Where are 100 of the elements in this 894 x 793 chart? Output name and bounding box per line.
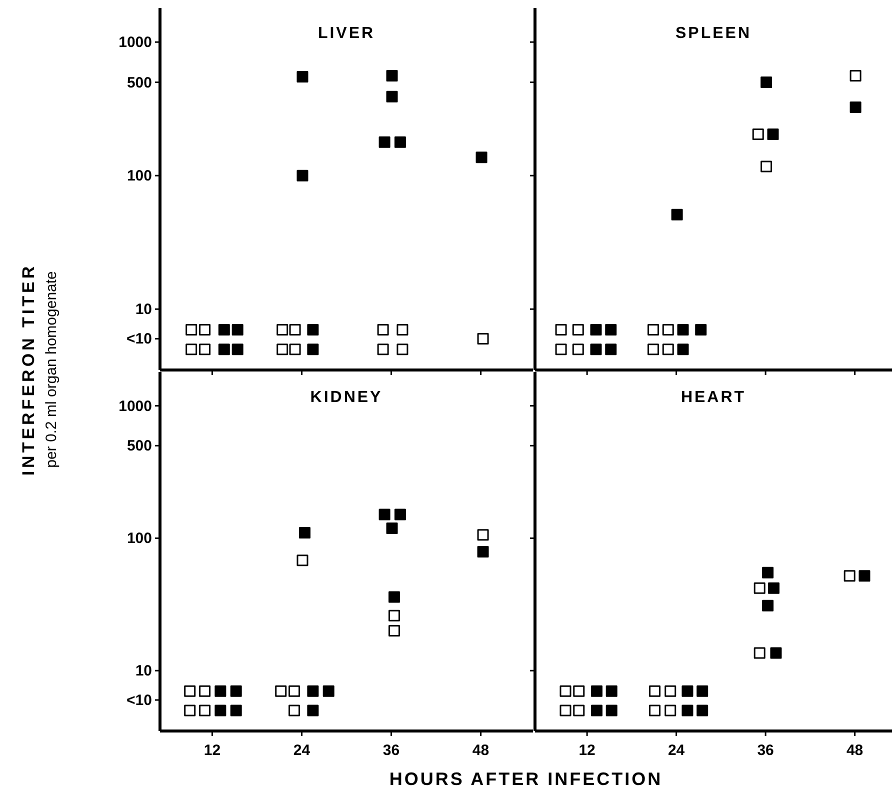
point — [288, 704, 300, 716]
point — [555, 344, 567, 356]
point — [186, 344, 198, 356]
point — [232, 344, 244, 356]
point — [760, 76, 772, 88]
point — [648, 344, 660, 356]
point — [664, 704, 676, 716]
point — [572, 324, 584, 336]
x-tick-label: 36 — [382, 742, 400, 759]
point — [199, 704, 211, 716]
point — [770, 647, 782, 659]
point — [695, 324, 707, 336]
point — [477, 332, 489, 344]
point — [289, 344, 301, 356]
point — [199, 685, 211, 697]
point — [760, 160, 772, 172]
point — [696, 704, 708, 716]
point — [682, 704, 694, 716]
point — [322, 685, 334, 697]
y-tick-label: 500 — [126, 438, 152, 455]
y-tick-label: 100 — [126, 168, 152, 185]
point — [394, 136, 406, 148]
point — [307, 685, 319, 697]
x-tick-label: 36 — [757, 742, 774, 759]
point — [377, 344, 389, 356]
point — [477, 529, 489, 541]
point — [844, 570, 856, 582]
text: SPLEEN — [675, 25, 752, 42]
point — [754, 647, 766, 659]
point — [677, 344, 689, 356]
x-tick-label: 24 — [668, 742, 686, 759]
point — [307, 344, 319, 356]
point — [664, 685, 676, 697]
point — [560, 704, 572, 716]
point — [662, 324, 674, 336]
point — [590, 685, 602, 697]
point — [605, 324, 617, 336]
point — [388, 591, 400, 603]
point — [214, 704, 226, 716]
point — [276, 324, 288, 336]
point — [606, 704, 618, 716]
y-tick-label: 1000 — [118, 34, 152, 52]
y-tick-label: 1000 — [118, 398, 152, 415]
x-axis-title: HOURS AFTER INFECTION — [389, 769, 663, 789]
point — [677, 324, 689, 336]
point — [573, 685, 585, 697]
point — [230, 704, 242, 716]
point — [590, 704, 602, 716]
point — [388, 625, 400, 637]
point — [298, 526, 310, 538]
y-tick-label: 10 — [135, 301, 152, 318]
point — [752, 128, 764, 140]
point — [307, 324, 319, 336]
point — [378, 136, 390, 148]
point — [214, 685, 226, 697]
point — [394, 508, 406, 520]
x-tick-label: 12 — [578, 742, 596, 759]
point — [555, 324, 567, 336]
point — [768, 582, 780, 594]
point — [767, 128, 779, 140]
point — [199, 324, 211, 336]
point — [296, 554, 308, 566]
point — [288, 685, 300, 697]
point — [850, 70, 862, 82]
point — [850, 102, 862, 114]
point — [386, 90, 398, 102]
point — [573, 704, 585, 716]
point — [184, 704, 196, 716]
point — [754, 582, 766, 594]
text: KIDNEY — [310, 389, 383, 406]
point — [476, 152, 488, 164]
point — [275, 685, 287, 697]
point — [232, 324, 244, 336]
point — [218, 344, 230, 356]
point — [648, 685, 660, 697]
point — [296, 71, 308, 82]
point — [696, 685, 708, 697]
point — [378, 508, 390, 520]
y-tick-label: <10 — [126, 330, 152, 348]
point — [590, 344, 602, 356]
point — [388, 610, 400, 622]
x-tick-label: 48 — [846, 742, 864, 759]
point — [396, 324, 408, 336]
point — [296, 170, 308, 182]
x-tick-label: 24 — [293, 742, 311, 759]
y-tick-label: <10 — [126, 692, 152, 710]
point — [572, 344, 584, 356]
point — [858, 570, 870, 582]
y-tick-label: 100 — [126, 530, 152, 548]
point — [560, 685, 572, 697]
point — [662, 344, 674, 356]
point — [377, 324, 389, 336]
x-tick-label: 12 — [204, 742, 221, 759]
point — [386, 70, 398, 82]
text: LIVER — [318, 25, 376, 42]
point — [199, 344, 211, 356]
point — [477, 546, 489, 558]
y-axis-title: INTERFERON TITER — [19, 263, 38, 476]
y-axis-title: per 0.2 ml organ homogenate — [43, 271, 60, 468]
point — [276, 344, 288, 356]
